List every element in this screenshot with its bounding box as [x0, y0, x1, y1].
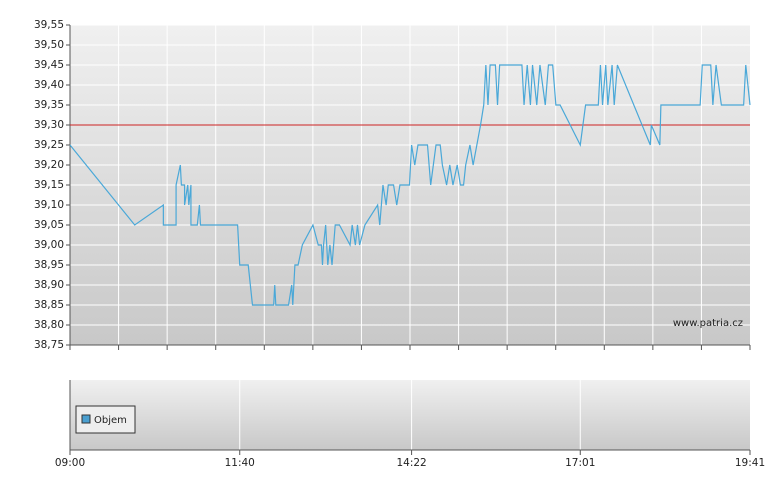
x-tick-label: 17:01 — [565, 457, 595, 469]
volume-area — [70, 380, 750, 450]
y-tick-label: 39,15 — [34, 179, 64, 191]
y-tick-label: 39,10 — [34, 199, 64, 211]
y-tick-label: 39,50 — [34, 39, 64, 51]
watermark: www.patria.cz — [673, 318, 743, 329]
legend-swatch — [81, 414, 91, 424]
x-tick-label: 11:40 — [225, 457, 255, 469]
y-tick-label: 39,20 — [34, 159, 64, 171]
y-tick-label: 38,75 — [34, 339, 64, 351]
y-tick-label: 38,85 — [34, 299, 64, 311]
y-tick-label: 39,05 — [34, 219, 64, 231]
y-tick-label: 39,45 — [34, 59, 64, 71]
marks — [69, 64, 751, 306]
x-tick-label: 09:00 — [55, 457, 85, 469]
x-tick-label: 19:41 — [735, 457, 765, 469]
y-tick-label: 38,95 — [34, 259, 64, 271]
y-tick-label: 39,55 — [34, 19, 64, 31]
y-tick-label: 39,35 — [34, 99, 64, 111]
y-tick-label: 39,25 — [34, 139, 64, 151]
price-line — [69, 64, 751, 306]
y-tick-label: 38,80 — [34, 319, 64, 331]
y-tick-label: 39,40 — [34, 79, 64, 91]
grid — [66, 24, 751, 455]
y-tick-label: 39,00 — [34, 239, 64, 251]
y-tick-label: 39,30 — [34, 119, 64, 131]
y-tick-label: 38,90 — [34, 279, 64, 291]
legend-label: Objem — [94, 415, 127, 426]
x-tick-label: 14:22 — [396, 457, 426, 469]
